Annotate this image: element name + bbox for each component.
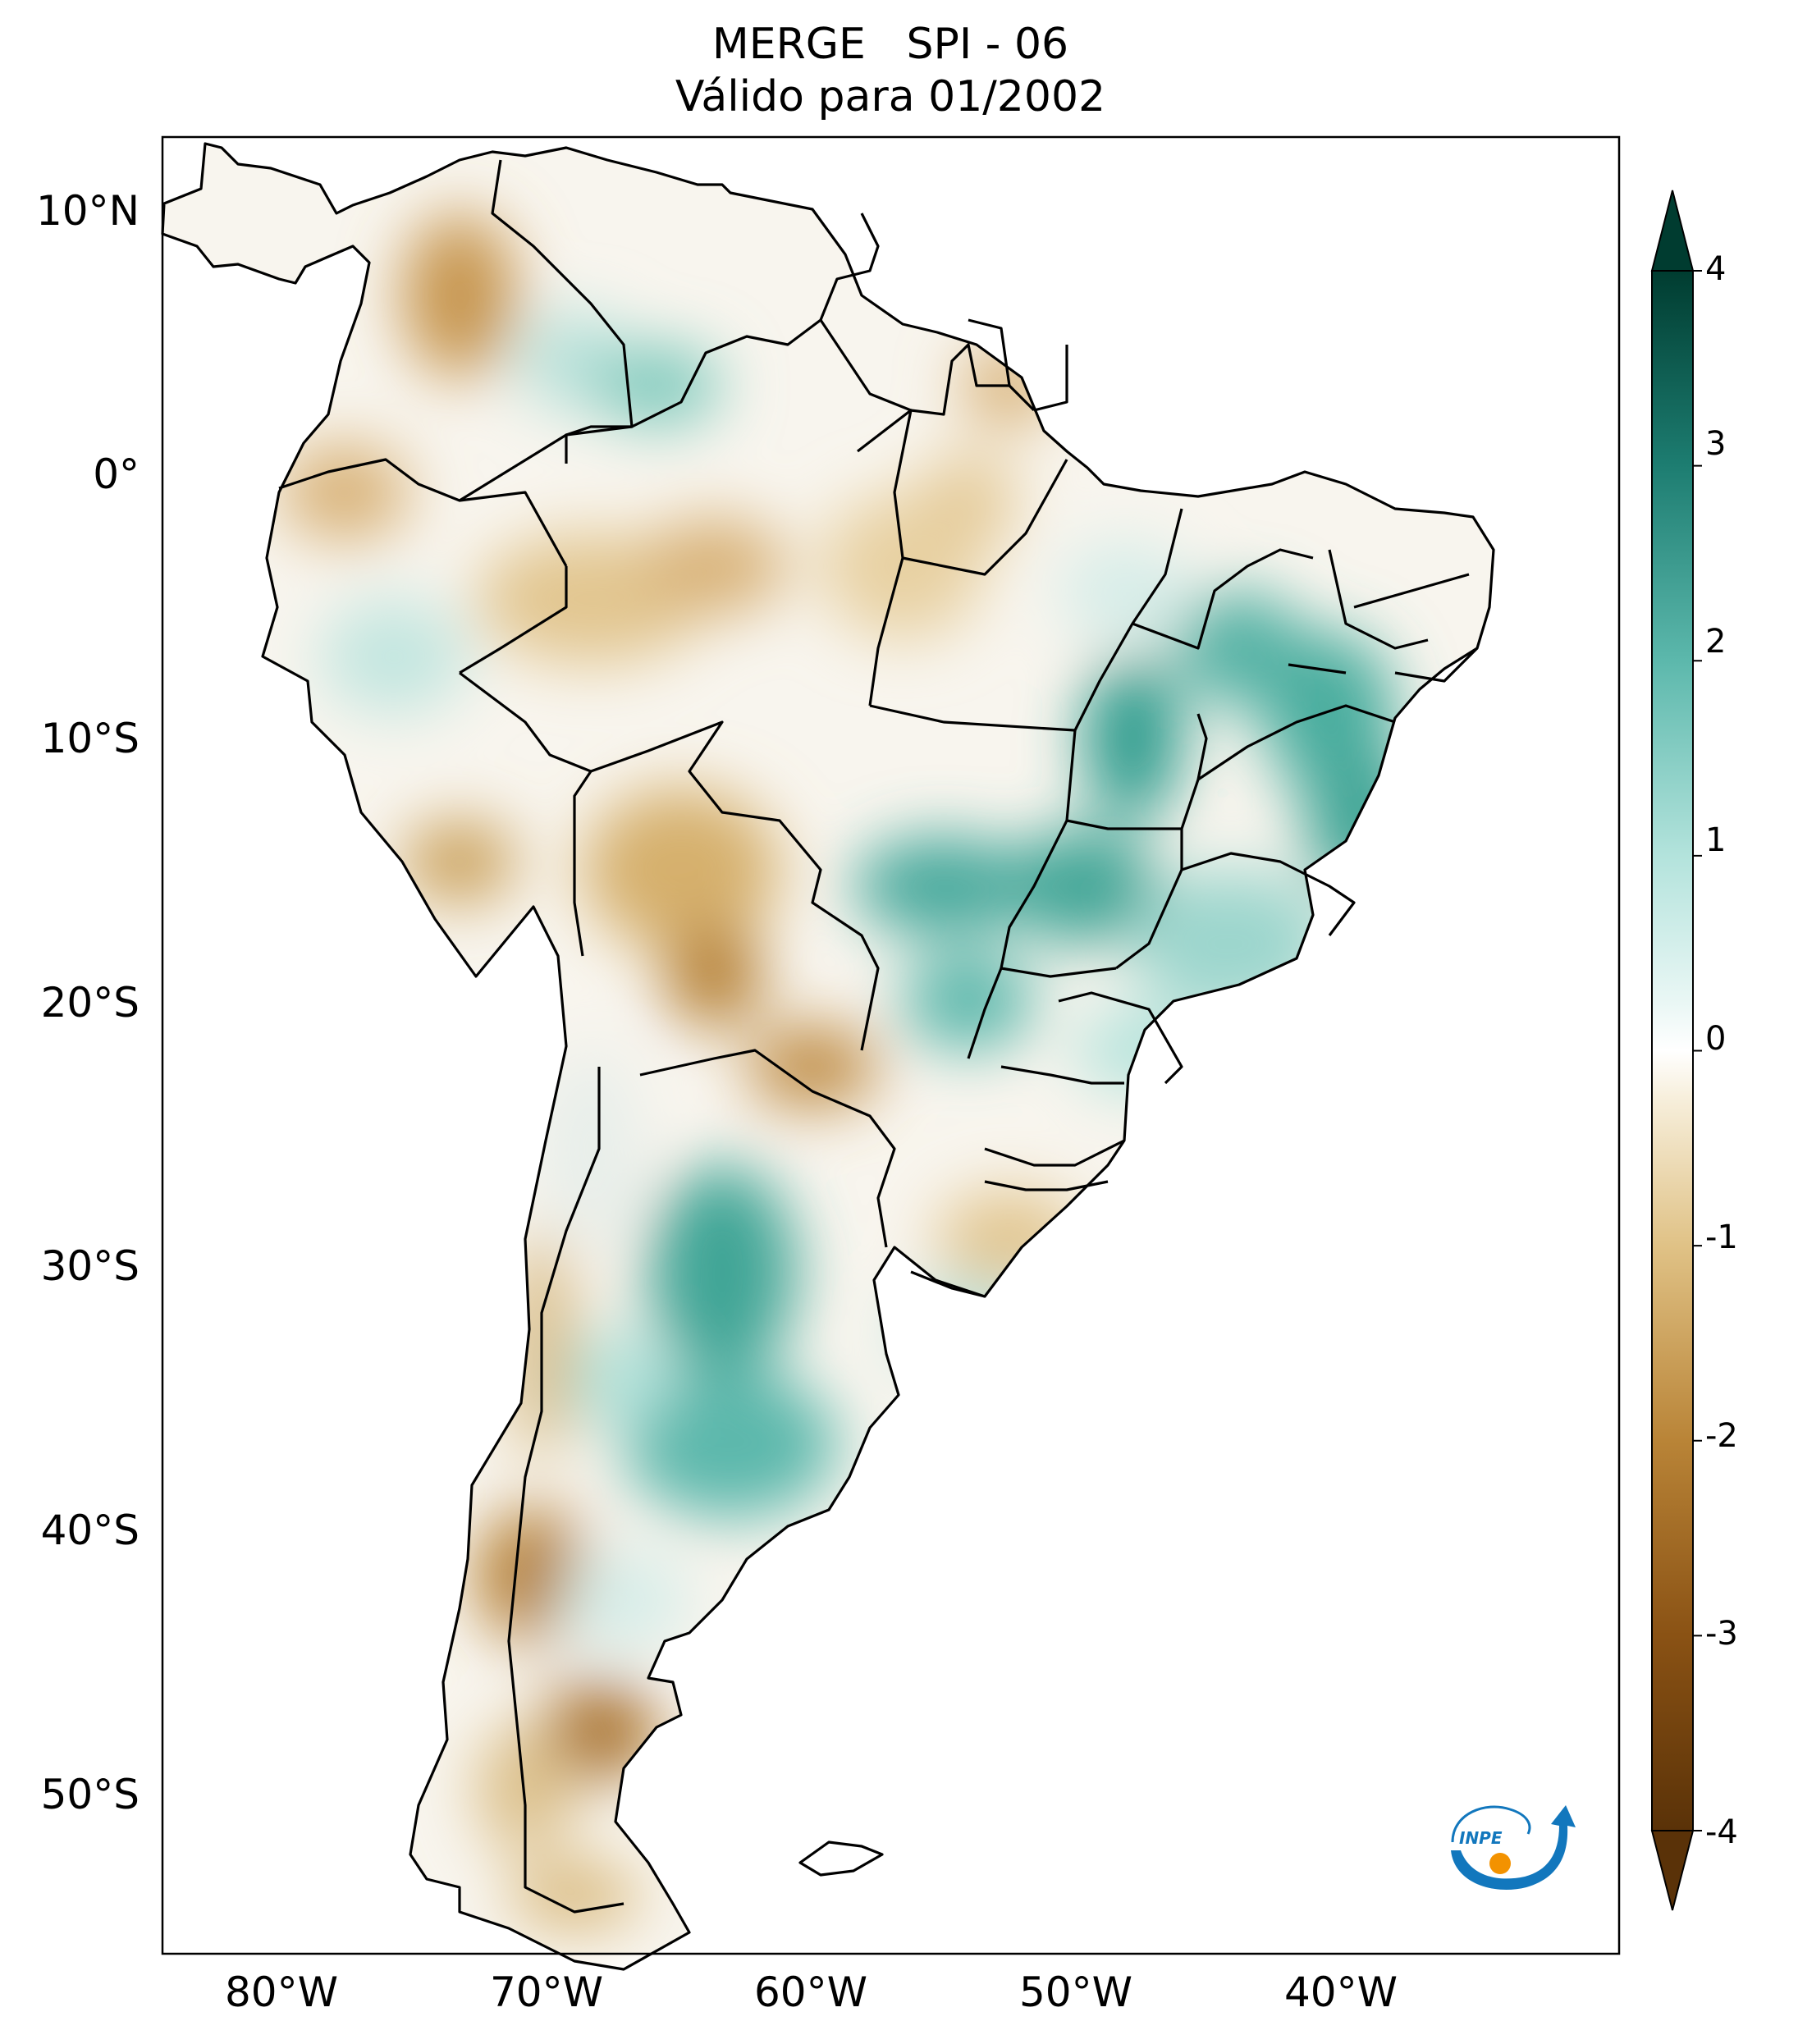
title-line-1: MERGE SPI - 06 <box>711 20 1069 69</box>
logo-sun <box>1489 1853 1511 1874</box>
lat-label-30s: 30°S <box>40 1242 140 1290</box>
colorbar-gradient <box>1651 270 1694 1831</box>
lon-label-50w: 50°W <box>1018 1969 1133 2016</box>
colorbar-tick-1: 1 <box>1705 821 1727 859</box>
logo-text: INPE <box>1459 1828 1503 1848</box>
colorbar <box>1650 190 1702 1911</box>
colorbar-tick-2: 2 <box>1705 623 1727 661</box>
lon-label-40w: 40°W <box>1283 1969 1398 2016</box>
colorbar-tick-minus-3: -3 <box>1705 1615 1738 1653</box>
lat-label-40s: 40°S <box>40 1507 140 1554</box>
colorbar-tick-minus-4: -4 <box>1705 1813 1738 1851</box>
coastline-borders <box>161 142 1495 1971</box>
lat-label-20s: 20°S <box>40 979 140 1027</box>
map-title: MERGE SPI - 06 Válido para 01/2002 <box>161 18 1620 123</box>
lat-label-10s: 10°S <box>40 715 140 762</box>
title-line-2: Válido para 01/2002 <box>675 72 1106 121</box>
map-frame <box>161 135 1621 1955</box>
colorbar-tick-0: 0 <box>1705 1020 1727 1058</box>
lat-label-0: 0° <box>93 450 140 498</box>
logo-arc <box>1451 1805 1576 1890</box>
colorbar-extend-min <box>1650 1830 1695 1911</box>
lon-label-60w: 60°W <box>753 1969 868 2016</box>
lon-label-70w: 70°W <box>489 1969 604 2016</box>
colorbar-tick-minus-1: -1 <box>1705 1219 1738 1256</box>
lat-label-50s: 50°S <box>40 1771 140 1818</box>
logo-orbit-line <box>1451 1805 1531 1843</box>
colorbar-tick-minus-2: -2 <box>1705 1417 1738 1455</box>
lat-label-10n: 10°N <box>35 187 140 235</box>
colorbar-extend-max <box>1650 190 1695 272</box>
colorbar-tick-4: 4 <box>1705 250 1727 288</box>
lon-label-80w: 80°W <box>224 1969 339 2016</box>
colorbar-tick-3: 3 <box>1705 425 1727 463</box>
inpe-logo: INPE <box>1451 1805 1576 1890</box>
